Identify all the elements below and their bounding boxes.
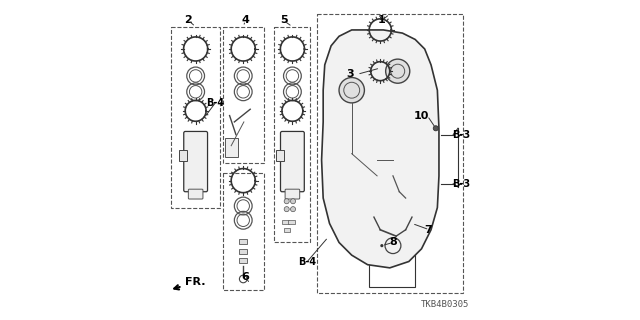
Bar: [225, 138, 237, 157]
Bar: [239, 258, 247, 263]
Text: FR.: FR.: [174, 277, 205, 290]
Circle shape: [380, 244, 383, 247]
Circle shape: [339, 77, 364, 103]
Text: B-3: B-3: [452, 130, 470, 140]
Circle shape: [284, 199, 289, 204]
Text: B-4: B-4: [298, 257, 316, 267]
Circle shape: [291, 199, 296, 204]
Text: 10: 10: [414, 111, 429, 121]
Bar: [282, 220, 289, 224]
Bar: [284, 228, 291, 232]
Text: 4: 4: [241, 15, 250, 25]
Text: 2: 2: [184, 15, 192, 25]
Circle shape: [386, 59, 410, 83]
FancyBboxPatch shape: [280, 132, 304, 192]
Circle shape: [284, 207, 289, 212]
Text: B-3: B-3: [452, 179, 470, 189]
Text: 5: 5: [280, 15, 287, 25]
Polygon shape: [321, 30, 439, 268]
Text: 3: 3: [346, 69, 354, 79]
Bar: [276, 150, 284, 161]
Text: 1: 1: [378, 15, 386, 25]
Bar: [239, 249, 247, 253]
Text: 8: 8: [389, 237, 397, 247]
Circle shape: [433, 126, 438, 131]
Text: B-4: B-4: [206, 98, 225, 108]
FancyBboxPatch shape: [188, 189, 203, 199]
Bar: [179, 150, 187, 161]
Bar: [239, 239, 247, 244]
Text: TKB4B0305: TKB4B0305: [420, 300, 469, 309]
Text: 6: 6: [241, 272, 250, 282]
Text: 7: 7: [424, 225, 432, 235]
FancyBboxPatch shape: [184, 132, 207, 192]
Bar: [288, 220, 295, 224]
Circle shape: [291, 207, 296, 212]
FancyBboxPatch shape: [285, 189, 300, 199]
